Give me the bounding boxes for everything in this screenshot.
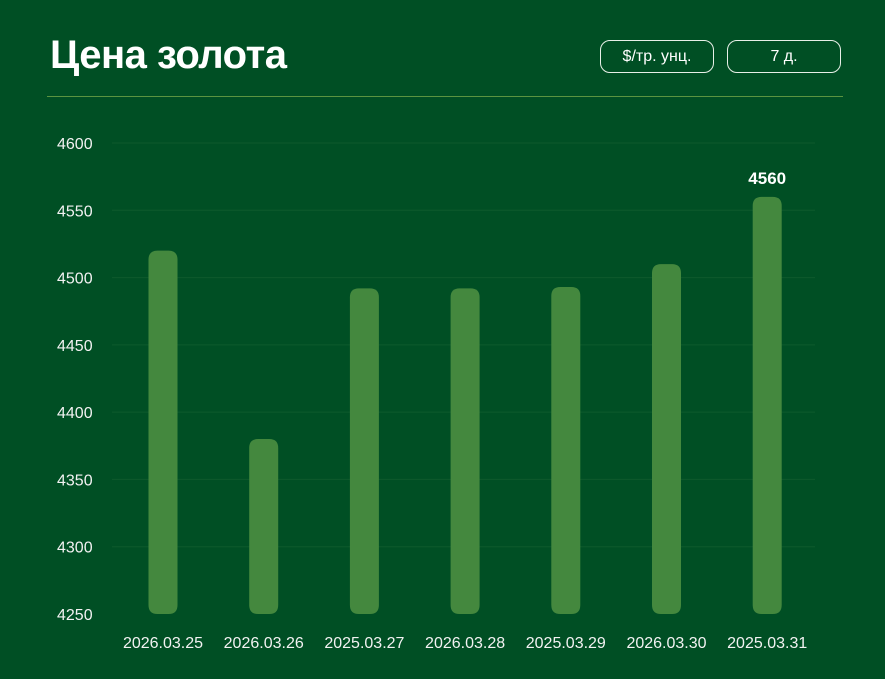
y-tick-label: 4400 [57,405,93,422]
bar [349,288,379,614]
y-tick-label: 4350 [57,472,93,489]
x-tick-label: 2026.03.30 [626,635,706,652]
x-tick-label: 2026.03.28 [425,635,505,652]
y-tick-label: 4250 [57,607,93,624]
x-tick-label: 2026.03.25 [123,635,203,652]
bar [249,439,279,614]
bar [148,250,178,614]
bar [752,196,782,615]
x-tick-label: 2025.03.31 [727,635,807,652]
x-tick-label: 2026.03.26 [224,635,304,652]
x-tick-label: 2025.03.27 [324,635,404,652]
y-tick-label: 4600 [57,136,93,153]
y-tick-label: 4300 [57,540,93,557]
bar [551,286,581,614]
bar [450,288,480,614]
y-tick-label: 4450 [57,338,93,355]
page-title: Цена золота [50,33,287,77]
period-selector-button[interactable]: 7 д. [727,40,841,73]
bar [652,264,681,614]
y-tick-label: 4550 [57,203,93,220]
y-tick-label: 4500 [57,271,93,288]
unit-selector-button[interactable]: $/тр. унц. [600,40,714,73]
x-tick-label: 2025.03.29 [526,635,606,652]
data-label: 4560 [748,169,786,188]
header-divider [47,96,843,97]
